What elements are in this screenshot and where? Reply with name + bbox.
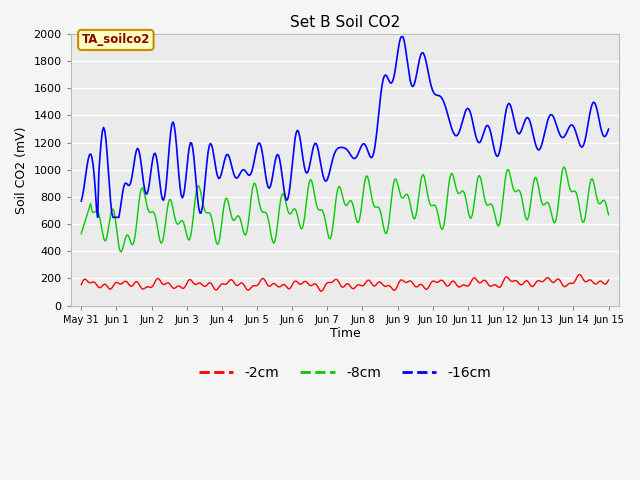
Legend: -2cm, -8cm, -16cm: -2cm, -8cm, -16cm	[193, 360, 497, 386]
Y-axis label: Soil CO2 (mV): Soil CO2 (mV)	[15, 126, 28, 214]
Text: TA_soilco2: TA_soilco2	[82, 34, 150, 47]
X-axis label: Time: Time	[330, 327, 360, 340]
Title: Set B Soil CO2: Set B Soil CO2	[290, 15, 400, 30]
